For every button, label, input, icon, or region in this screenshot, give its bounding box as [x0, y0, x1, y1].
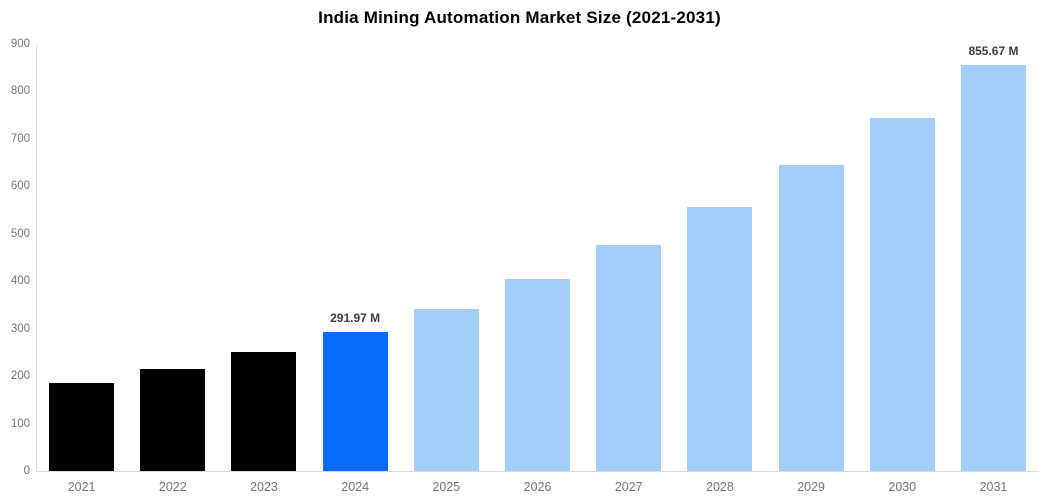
bar-2021[interactable]	[49, 382, 115, 471]
x-tick-label-2022: 2022	[158, 480, 187, 494]
y-tick-label-200: 200	[10, 370, 30, 383]
x-tick-label-2028: 2028	[706, 480, 734, 494]
chart-title: India Mining Automation Market Size (202…	[318, 8, 721, 27]
x-tick-label-2024: 2024	[341, 480, 370, 494]
x-tick-label-2027: 2027	[614, 480, 643, 494]
bar-band-2027	[583, 44, 674, 471]
bar-band-2021	[36, 44, 127, 471]
value-label-2031: 855.67 M	[968, 44, 1019, 59]
bar-2023[interactable]	[231, 352, 297, 471]
bar-band-2031: 855.67 M	[948, 44, 1039, 471]
y-tick-label-700: 700	[10, 132, 30, 145]
x-tick-label-2023: 2023	[250, 480, 278, 494]
bar-band-2024: 291.97 M	[310, 44, 401, 471]
x-tick-label-2029: 2029	[797, 480, 825, 494]
bar-band-2022	[127, 44, 218, 471]
x-axis-baseline	[36, 471, 1039, 472]
bar-band-2029	[766, 44, 857, 471]
x-tick-label-2025: 2025	[432, 480, 461, 494]
bar-2031[interactable]	[960, 65, 1026, 471]
bar-2030[interactable]	[869, 118, 935, 471]
bar-2024[interactable]	[322, 332, 388, 471]
bar-2026[interactable]	[505, 278, 571, 471]
y-tick-label-300: 300	[10, 322, 30, 335]
x-tick-label-2030: 2030	[888, 480, 917, 494]
bar-band-2026	[492, 44, 583, 471]
plot-area: 291.97 M 855.67 M	[36, 44, 1039, 471]
y-axis-line	[36, 44, 37, 471]
bar-2028[interactable]	[687, 207, 753, 471]
x-tick-label-2026: 2026	[523, 480, 552, 494]
y-tick-label-0: 0	[23, 465, 30, 477]
y-tick-label-400: 400	[10, 275, 30, 288]
x-tick-label-2031: 2031	[979, 480, 1008, 494]
bar-2029[interactable]	[778, 164, 844, 471]
value-label-2024: 291.97 M	[330, 311, 381, 326]
bar-band-2025	[401, 44, 492, 471]
y-tick-label-500: 500	[10, 227, 30, 240]
bar-band-2030	[857, 44, 948, 471]
bar-band-2028	[674, 44, 765, 471]
bar-2025[interactable]	[413, 309, 479, 471]
bar-2027[interactable]	[596, 244, 662, 471]
bar-band-2023	[218, 44, 309, 471]
y-tick-label-600: 600	[10, 180, 30, 193]
x-tick-label-2021: 2021	[67, 480, 96, 494]
y-tick-label-100: 100	[10, 417, 30, 430]
bar-2022[interactable]	[140, 369, 206, 471]
y-tick-label-800: 800	[10, 85, 30, 98]
y-tick-label-900: 900	[10, 38, 30, 50]
x-axis-tick-labels: 2021 2022 2023 2024 2025 2026 2027 2028 2029 2030…	[36, 480, 1039, 494]
